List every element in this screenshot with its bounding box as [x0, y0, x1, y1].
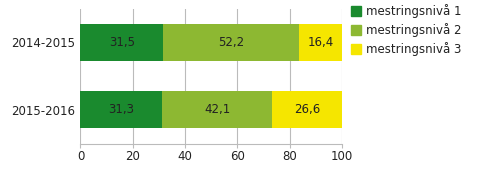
Bar [80, 91, 162, 128]
Bar [163, 24, 299, 61]
Bar [80, 24, 163, 61]
Bar [299, 24, 343, 61]
Bar [273, 91, 342, 128]
Text: 31,5: 31,5 [109, 36, 135, 49]
Text: 42,1: 42,1 [204, 103, 230, 116]
Text: 52,2: 52,2 [218, 36, 244, 49]
Legend: mestringsnivå 1, mestringsnivå 2, mestringsnivå 3: mestringsnivå 1, mestringsnivå 2, mestri… [351, 4, 461, 56]
Text: 16,4: 16,4 [308, 36, 334, 49]
Bar [162, 91, 273, 128]
Text: 31,3: 31,3 [109, 103, 134, 116]
Text: 26,6: 26,6 [294, 103, 320, 116]
